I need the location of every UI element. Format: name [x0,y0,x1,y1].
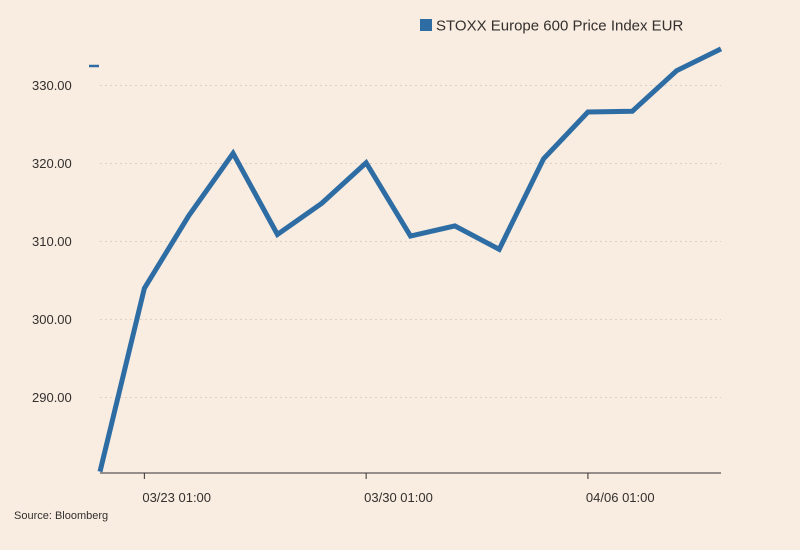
x-tick-label: 03/30 01:00 [364,490,433,505]
legend: STOXX Europe 600 Price Index EUR [420,18,684,35]
y-axis-ticks: 290.00 300.00 310.00 320.00 330.00 [32,64,99,405]
series-line [97,46,723,473]
y-tick-label: 300.00 [32,312,72,327]
gridlines [100,85,721,398]
source-note: Source: Bloomberg [14,510,109,522]
x-axis-ticks: 03/23 01:00 03/30 01:00 04/06 01:00 [142,473,655,505]
y-tick-label: 310.00 [32,234,72,249]
y-tick-label: 320.00 [32,156,72,171]
x-tick-label: 04/06 01:00 [586,490,655,505]
y-tick-label: 290.00 [32,390,72,405]
legend-label: STOXX Europe 600 Price Index EUR [436,18,684,35]
legend-swatch [420,19,432,31]
series-group [97,46,723,473]
x-tick-label: 03/23 01:00 [142,490,211,505]
y-tick-label: 330.00 [32,78,72,93]
